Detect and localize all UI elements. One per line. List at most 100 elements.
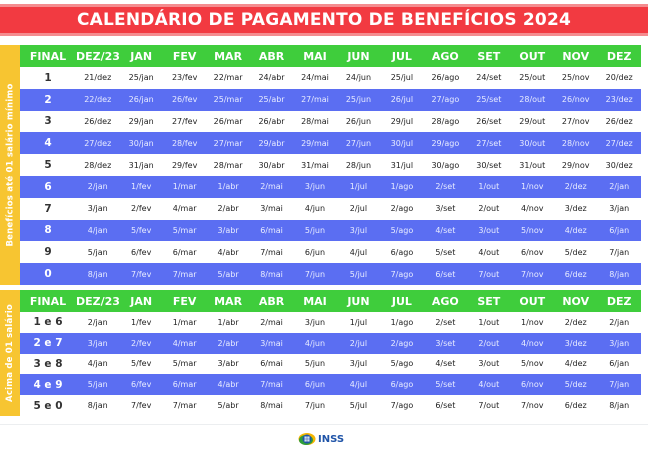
payment-date-cell: 3/jul bbox=[336, 219, 381, 242]
payment-date-cell: 7/mai bbox=[249, 241, 294, 264]
payment-date-cell: 4/abr bbox=[206, 241, 250, 264]
payment-date-cell: 29/abr bbox=[249, 132, 294, 155]
payment-date-cell: 4/jan bbox=[76, 219, 120, 242]
column-header-nov: NOV bbox=[553, 290, 598, 312]
payment-date-cell: 5/abr bbox=[206, 263, 250, 285]
payment-date-cell: 5/dez bbox=[553, 374, 598, 396]
payment-date-cell: 20/dez bbox=[597, 67, 641, 89]
payment-date-cell: 3/out bbox=[467, 219, 511, 242]
payment-date-cell: 2/jan bbox=[76, 175, 120, 198]
payment-date-cell: 2/out bbox=[467, 332, 511, 354]
payment-date-cell: 4/nov bbox=[510, 332, 554, 354]
payment-date-cell: 25/jan bbox=[119, 67, 163, 89]
payment-date-cell: 1/jul bbox=[336, 312, 381, 333]
final-digit-cell: 5 bbox=[20, 154, 76, 176]
payment-table-minimum-wage: FINAL DEZ/23 JAN FEV MAR ABR MAI JUN JUL AGO SET OU… bbox=[20, 45, 641, 285]
payment-date-cell: 28/ago bbox=[423, 110, 468, 133]
payment-date-cell: 8/jan bbox=[597, 395, 641, 416]
payment-date-cell: 4/mar bbox=[162, 332, 207, 354]
payment-date-cell: 3/jan bbox=[76, 332, 120, 354]
payment-date-cell: 2/mai bbox=[249, 312, 294, 333]
payment-date-cell: 7/nov bbox=[510, 395, 554, 416]
payment-date-cell: 27/mai bbox=[293, 88, 337, 111]
payment-date-cell: 2/mai bbox=[249, 175, 294, 198]
payment-date-cell: 26/nov bbox=[553, 88, 598, 111]
payment-date-cell: 6/set bbox=[423, 395, 468, 416]
final-digit-cell: 5 e 0 bbox=[20, 395, 76, 416]
payment-date-cell: 6/mar bbox=[162, 241, 207, 264]
payment-date-cell: 4/set bbox=[423, 353, 468, 375]
payment-date-cell: 7/mar bbox=[162, 263, 207, 285]
table-row: 8 4/jan 5/fev 5/mar 3/abr 6/mai 5/jun 3/jul 5/ag… bbox=[20, 219, 641, 242]
payment-date-cell: 26/fev bbox=[162, 88, 207, 111]
payment-date-cell: 7/mai bbox=[249, 374, 294, 396]
payment-date-cell: 26/jan bbox=[119, 88, 163, 111]
column-header-mar: MAR bbox=[206, 45, 250, 67]
final-digit-cell: 8 bbox=[20, 219, 76, 242]
payment-date-cell: 4/mar bbox=[162, 197, 207, 220]
payment-date-cell: 26/jun bbox=[336, 110, 381, 133]
table-row: 4 e 9 5/jan 6/fev 6/mar 4/abr 7/mai 6/jun 4/jul… bbox=[20, 374, 641, 396]
payment-date-cell: 5/jan bbox=[76, 374, 120, 396]
payment-date-cell: 3/jan bbox=[597, 197, 641, 220]
final-digit-cell: 2 e 7 bbox=[20, 332, 76, 354]
column-header-final: FINAL bbox=[20, 45, 76, 67]
column-header-set: SET bbox=[467, 290, 511, 312]
payment-date-cell: 2/jan bbox=[597, 312, 641, 333]
final-digit-cell: 4 bbox=[20, 132, 76, 155]
column-header-out: OUT bbox=[510, 290, 554, 312]
table-row: 5 28/dez 31/jan 29/fev 28/mar 30/abr 31/mai 28/… bbox=[20, 154, 641, 176]
payment-date-cell: 8/jan bbox=[597, 263, 641, 285]
column-header-ago: AGO bbox=[423, 290, 468, 312]
column-header-jan: JAN bbox=[119, 290, 163, 312]
table-header-row: FINAL DEZ/23 JAN FEV MAR ABR MAI JUN JUL AGO SET OU… bbox=[20, 45, 641, 67]
payment-date-cell: 7/fev bbox=[119, 395, 163, 416]
payment-date-cell: 5/dez bbox=[553, 241, 598, 264]
table-row: 1 21/dez 25/jan 23/fev 22/mar 24/abr 24/mai 24/… bbox=[20, 67, 641, 89]
payment-date-cell: 26/dez bbox=[597, 110, 641, 133]
payment-date-cell: 31/jan bbox=[119, 154, 163, 176]
inss-logo-icon bbox=[298, 433, 316, 445]
final-digit-cell: 9 bbox=[20, 241, 76, 264]
payment-date-cell: 6/jun bbox=[293, 241, 337, 264]
column-header-mai: MAI bbox=[293, 45, 337, 67]
payment-date-cell: 29/ago bbox=[423, 132, 468, 155]
final-digit-cell: 0 bbox=[20, 263, 76, 285]
table-row: 7 3/jan 2/fev 4/mar 2/abr 3/mai 4/jun 2/jul 2/ag… bbox=[20, 197, 641, 220]
column-header-abr: ABR bbox=[249, 45, 294, 67]
payment-date-cell: 4/dez bbox=[553, 219, 598, 242]
payment-date-cell: 1/fev bbox=[119, 312, 163, 333]
footer-divider bbox=[0, 424, 648, 425]
payment-date-cell: 6/fev bbox=[119, 241, 163, 264]
final-digit-cell: 6 bbox=[20, 175, 76, 198]
payment-date-cell: 24/jun bbox=[336, 67, 381, 89]
payment-date-cell: 4/jul bbox=[336, 241, 381, 264]
payment-date-cell: 2/ago bbox=[380, 197, 424, 220]
table-row: 1 e 6 2/jan 1/fev 1/mar 1/abr 2/mai 3/jun 1/jul… bbox=[20, 312, 641, 333]
column-header-jun: JUN bbox=[336, 290, 381, 312]
payment-date-cell: 2/jul bbox=[336, 332, 381, 354]
payment-date-cell: 25/jun bbox=[336, 88, 381, 111]
payment-date-cell: 1/mar bbox=[162, 312, 207, 333]
column-header-dez-23: DEZ/23 bbox=[76, 45, 120, 67]
payment-date-cell: 24/abr bbox=[249, 67, 294, 89]
payment-date-cell: 2/fev bbox=[119, 332, 163, 354]
payment-date-cell: 3/dez bbox=[553, 332, 598, 354]
final-digit-cell: 3 e 8 bbox=[20, 353, 76, 375]
side-label-box: Acima de 01 salário bbox=[0, 290, 20, 416]
payment-date-cell: 3/set bbox=[423, 197, 468, 220]
payment-date-cell: 7/nov bbox=[510, 263, 554, 285]
column-header-dez-23: DEZ/23 bbox=[76, 290, 120, 312]
column-header-set: SET bbox=[467, 45, 511, 67]
payment-date-cell: 25/jul bbox=[380, 67, 424, 89]
payment-date-cell: 30/out bbox=[510, 132, 554, 155]
payment-date-cell: 3/jun bbox=[293, 175, 337, 198]
payment-date-cell: 2/set bbox=[423, 175, 468, 198]
payment-date-cell: 3/abr bbox=[206, 353, 250, 375]
title-banner: CALENDÁRIO DE PAGAMENTO DE BENEFÍCIOS 20… bbox=[0, 4, 648, 36]
payment-date-cell: 30/dez bbox=[597, 154, 641, 176]
table-row: 9 5/jan 6/fev 6/mar 4/abr 7/mai 6/jun 4/jul 6/ag… bbox=[20, 241, 641, 264]
payment-date-cell: 1/abr bbox=[206, 175, 250, 198]
payment-date-cell: 26/set bbox=[467, 110, 511, 133]
payment-date-cell: 1/fev bbox=[119, 175, 163, 198]
